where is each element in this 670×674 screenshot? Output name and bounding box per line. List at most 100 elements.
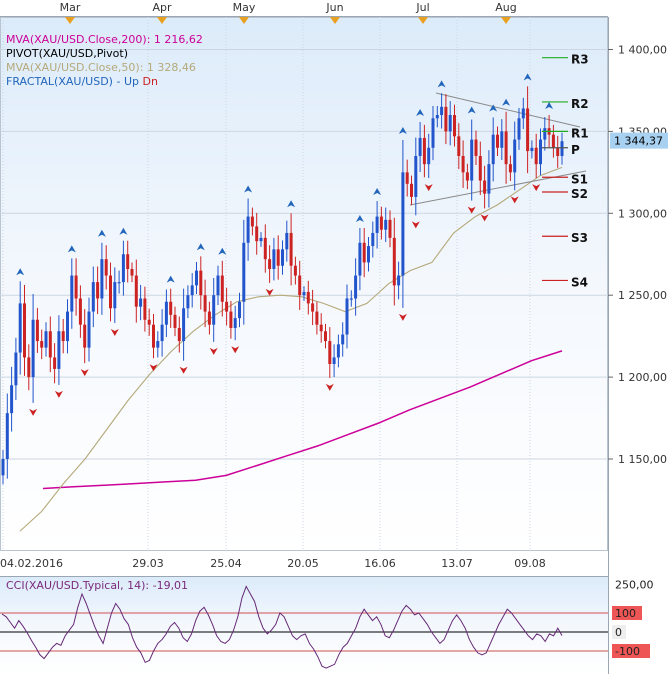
candle-body — [61, 331, 65, 342]
fractal-down-marker — [110, 329, 119, 337]
fractal-up-marker — [67, 245, 76, 253]
candle-body — [246, 216, 250, 243]
candle-body — [474, 139, 478, 156]
candle-body — [539, 139, 542, 165]
candle-body — [293, 265, 297, 276]
month-label: Aug — [495, 1, 516, 14]
candle-body — [341, 334, 345, 345]
pivot-label-r3: R3 — [571, 53, 589, 67]
candle-body — [263, 237, 267, 260]
pivot-label-s2: S2 — [571, 187, 588, 201]
month-label: Jun — [325, 1, 343, 14]
main-plot-area — [0, 17, 608, 551]
fractal-up-marker — [166, 275, 175, 283]
month-marker — [330, 17, 340, 24]
candle-body — [83, 324, 87, 348]
candle-body — [543, 128, 547, 140]
ma200-line — [42, 350, 563, 490]
legend-entry: FRACTAL(XAU/USD) - Up Dn — [6, 75, 158, 88]
month-marker — [157, 17, 167, 24]
candle-body — [212, 295, 216, 325]
pivot-label-p: P — [571, 143, 580, 157]
candle-body — [427, 147, 431, 165]
candle-body — [551, 134, 555, 148]
fractal-down-marker — [80, 369, 89, 377]
fractal-markers — [16, 73, 554, 416]
candle-body — [44, 331, 48, 348]
candle-body — [504, 131, 508, 165]
candle-body — [87, 311, 91, 348]
cci-label-box — [612, 625, 626, 639]
candle-body — [448, 115, 452, 132]
candle-body — [470, 139, 474, 181]
candle-body — [311, 303, 315, 312]
candle-body — [453, 115, 456, 137]
legend-part: FRACTAL(XAU/USD) - — [6, 75, 124, 88]
candle-body — [216, 275, 220, 296]
legend-part: MVA(XAU/USD.Close,50): 1 328,46 — [6, 61, 196, 74]
candle-body — [440, 106, 444, 116]
cci-label-box — [612, 644, 650, 658]
candle-body — [169, 301, 173, 315]
candle-body — [156, 341, 160, 348]
fractal-down-marker — [510, 196, 519, 204]
fractal-down-marker — [149, 364, 158, 372]
candle-body — [10, 385, 14, 414]
candle-body — [276, 249, 280, 266]
candle-body — [534, 147, 538, 165]
fractal-down-marker — [179, 366, 188, 374]
fractal-up-marker — [16, 268, 25, 276]
candle-body — [91, 282, 95, 312]
x-tick-label: 29.03 — [132, 557, 164, 570]
candle-body — [23, 303, 26, 358]
candle-body — [328, 341, 332, 364]
ma50-line — [19, 166, 563, 532]
cci-panel: 250,00 100 0 -100 — [0, 579, 654, 669]
y-tick-label: 1 400,00 — [618, 44, 667, 57]
fractal-down-marker — [467, 206, 476, 214]
candle-body — [113, 282, 117, 309]
candle-body — [422, 137, 426, 165]
last-price-tag: 1 344,37 — [610, 132, 668, 149]
ma50-layer — [19, 166, 563, 532]
x-tick-label: 04.02.2016 — [0, 557, 63, 570]
candle-body — [478, 155, 482, 181]
candle-body — [379, 216, 383, 230]
cci-tick-label: 0 — [615, 626, 622, 639]
candle-body — [298, 275, 302, 296]
candle-body — [147, 319, 151, 325]
candle-body — [160, 324, 164, 342]
candle-body — [74, 275, 78, 299]
fractal-up-marker — [373, 188, 382, 196]
fractal-down-marker — [325, 383, 334, 391]
fractal-down-marker — [231, 346, 240, 354]
candle-body — [530, 147, 534, 152]
fractal-up-marker — [437, 80, 446, 88]
y-tick-label: 1 300,00 — [618, 207, 667, 220]
fractal-up-marker — [489, 104, 498, 112]
candle-body — [349, 298, 353, 300]
fractal-down-marker — [29, 408, 38, 416]
candle-body — [207, 311, 211, 325]
candle-body — [461, 155, 465, 173]
cci-legend: CCI(XAU/USD.Typical, 14): -19,01 — [6, 579, 188, 592]
candle-body — [1, 459, 5, 476]
cci-label-box — [612, 606, 642, 620]
candle-body — [66, 311, 69, 342]
candle-body — [96, 282, 100, 299]
candle-body — [306, 291, 310, 304]
month-marker — [65, 17, 75, 24]
candle-body — [14, 352, 18, 386]
candle-body — [345, 298, 349, 335]
legend-part: Up — [124, 75, 143, 88]
candle-body — [35, 319, 39, 342]
legend-entry: MVA(XAU/USD.Close,200): 1 216,62 — [6, 33, 203, 46]
candle-body — [27, 357, 31, 378]
candle-body — [397, 275, 401, 286]
candle-body — [259, 237, 263, 242]
candle-body — [367, 246, 370, 263]
legend: MVA(XAU/USD.Close,200): 1 216,62PIVOT(XA… — [6, 33, 203, 88]
candle-body — [281, 249, 284, 266]
legend-entry: MVA(XAU/USD.Close,50): 1 328,46 — [6, 61, 196, 74]
